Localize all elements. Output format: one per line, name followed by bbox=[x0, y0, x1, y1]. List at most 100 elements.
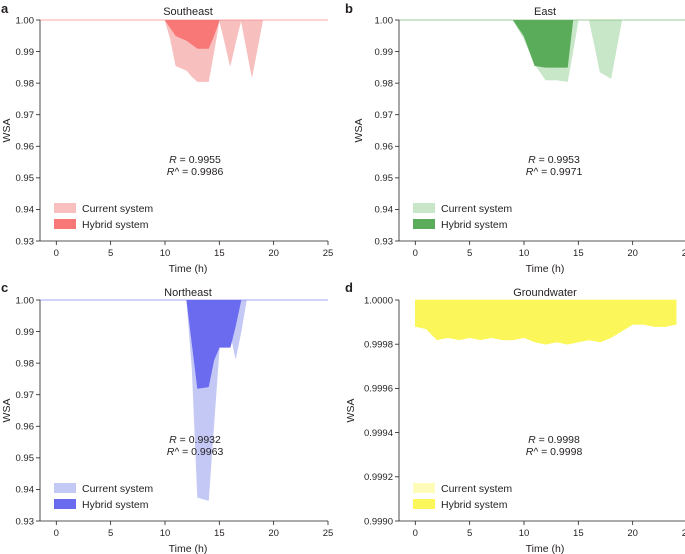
series-hybrid-area bbox=[399, 19, 685, 68]
x-tick-label: 25 bbox=[323, 528, 334, 539]
stat-r: R = 0.9953 bbox=[528, 154, 580, 166]
x-tick-label: 5 bbox=[467, 528, 472, 539]
panel-title: Southeast bbox=[163, 6, 213, 18]
legend-label-current: Current system bbox=[441, 203, 512, 215]
y-tick-label: 0.93 bbox=[375, 236, 394, 247]
stat-r-symbol: R bbox=[169, 154, 177, 166]
y-tick-label: 1.00 bbox=[375, 15, 394, 26]
legend: Current system Hybrid system bbox=[54, 483, 153, 511]
x-tick-label: 20 bbox=[627, 248, 638, 259]
y-tick-label: 0.94 bbox=[16, 205, 35, 216]
series-hybrid-area bbox=[40, 19, 328, 49]
stat-r: R = 0.9932 bbox=[169, 434, 221, 446]
y-tick-label: 0.97 bbox=[16, 110, 35, 121]
stat-rhat-value: = 0.9998 bbox=[541, 446, 582, 458]
y-tick-label: 0.9994 bbox=[364, 428, 393, 439]
stat-rhat: R^ = 0.9971 bbox=[526, 166, 583, 178]
legend-label-current: Current system bbox=[82, 203, 153, 215]
y-tick-label: 0.98 bbox=[375, 78, 394, 89]
stat-rhat-value: = 0.9963 bbox=[182, 446, 223, 458]
x-tick-label: 0 bbox=[54, 248, 59, 259]
y-tick-label: 0.93 bbox=[16, 236, 35, 247]
y-tick-label: 0.95 bbox=[375, 173, 394, 184]
stat-r-value: = 0.9953 bbox=[539, 154, 580, 166]
stat-rhat-symbol: R^ bbox=[526, 166, 540, 178]
y-tick-label: 0.98 bbox=[16, 78, 35, 89]
y-tick-label: 0.94 bbox=[375, 205, 394, 216]
legend-swatch-current bbox=[54, 203, 76, 213]
stat-rhat-value: = 0.9986 bbox=[182, 166, 223, 178]
y-tick-label: 1.0000 bbox=[364, 295, 393, 306]
series-current-area bbox=[40, 19, 328, 82]
x-tick-label: 15 bbox=[573, 528, 584, 539]
x-axis-label: Time (h) bbox=[169, 543, 208, 554]
legend: Current system Hybrid system bbox=[413, 203, 512, 231]
stat-r-value: = 0.9955 bbox=[180, 154, 221, 166]
y-tick-label: 0.97 bbox=[375, 110, 394, 121]
x-tick-label: 15 bbox=[214, 248, 225, 259]
stat-r-symbol: R bbox=[528, 434, 536, 446]
y-tick-label: 0.98 bbox=[16, 358, 35, 369]
x-axis-label: Time (h) bbox=[526, 543, 565, 554]
y-tick-label: 0.94 bbox=[16, 485, 35, 496]
legend-label-current: Current system bbox=[82, 483, 153, 495]
x-tick-label: 0 bbox=[54, 528, 59, 539]
panel-letter: a bbox=[1, 1, 9, 16]
y-tick-label: 0.99 bbox=[16, 47, 35, 58]
panel-title: Groundwater bbox=[513, 287, 577, 299]
panel-b: 0.93 0.94 0.95 0.96 0.97 0.98 0.99 1.00 0 5 10 15 20… bbox=[345, 1, 685, 275]
x-tick-label: 25 bbox=[323, 248, 334, 259]
legend-swatch-current bbox=[413, 203, 435, 213]
y-tick-label: 0.9998 bbox=[364, 340, 393, 351]
y-axis-label: WSA bbox=[1, 119, 13, 143]
panel-title: East bbox=[534, 6, 556, 18]
y-tick-label: 0.96 bbox=[16, 142, 35, 153]
y-tick-label: 0.9990 bbox=[364, 516, 393, 527]
legend-swatch-hybrid bbox=[413, 499, 435, 509]
x-tick-label: 5 bbox=[467, 248, 472, 259]
x-tick-label: 0 bbox=[413, 248, 418, 259]
stat-rhat-symbol: R^ bbox=[167, 446, 181, 458]
x-tick-label: 5 bbox=[108, 528, 113, 539]
y-tick-label: 0.9996 bbox=[364, 384, 393, 395]
stat-rhat-symbol: R^ bbox=[167, 166, 181, 178]
x-tick-label: 20 bbox=[268, 528, 279, 539]
stat-r: R = 0.9955 bbox=[169, 154, 221, 166]
x-tick-label: 5 bbox=[108, 248, 113, 259]
y-tick-label: 0.93 bbox=[16, 516, 35, 527]
legend-swatch-current bbox=[54, 483, 76, 493]
stat-rhat: R^ = 0.9963 bbox=[167, 446, 224, 458]
y-tick-label: 0.95 bbox=[16, 173, 35, 184]
series-current-area bbox=[40, 299, 328, 501]
series-hybrid-area bbox=[415, 299, 677, 345]
panel-a: 0.93 0.94 0.95 0.96 0.97 0.98 0.99 1.00 0 5 10 15 20… bbox=[1, 1, 333, 275]
legend-label-hybrid: Hybrid system bbox=[441, 219, 508, 231]
panel-d: 0.9990 0.9992 0.9994 0.9996 0.9998 1.0000 0 5 10… bbox=[345, 280, 685, 554]
x-tick-label: 0 bbox=[413, 528, 418, 539]
y-axis-label: WSA bbox=[345, 399, 357, 423]
legend-swatch-hybrid bbox=[54, 499, 76, 509]
y-tick-label: 0.97 bbox=[16, 390, 35, 401]
legend: Current system Hybrid system bbox=[54, 203, 153, 231]
legend-label-hybrid: Hybrid system bbox=[82, 219, 149, 231]
stat-r-symbol: R bbox=[528, 154, 536, 166]
legend-label-hybrid: Hybrid system bbox=[441, 499, 508, 511]
legend-swatch-current bbox=[413, 483, 435, 493]
stat-r-value: = 0.9998 bbox=[539, 434, 580, 446]
panel-title: Northeast bbox=[164, 287, 212, 299]
panel-letter: b bbox=[345, 1, 353, 16]
y-axis-label: WSA bbox=[353, 119, 365, 143]
y-tick-label: 0.99 bbox=[375, 47, 394, 58]
y-tick-label: 0.99 bbox=[16, 327, 35, 338]
x-tick-label: 10 bbox=[160, 248, 171, 259]
x-tick-label: 25 bbox=[682, 248, 685, 259]
x-tick-label: 20 bbox=[627, 528, 638, 539]
stat-r-symbol: R bbox=[169, 434, 177, 446]
panel-c: 0.93 0.94 0.95 0.96 0.97 0.98 0.99 1.00 0 5 10 15 20… bbox=[1, 280, 333, 554]
x-tick-label: 20 bbox=[268, 248, 279, 259]
legend-label-hybrid: Hybrid system bbox=[82, 499, 149, 511]
stat-r: R = 0.9998 bbox=[528, 434, 580, 446]
panel-letter: d bbox=[345, 280, 353, 295]
stat-rhat: R^ = 0.9986 bbox=[167, 166, 224, 178]
legend-swatch-hybrid bbox=[413, 219, 435, 229]
